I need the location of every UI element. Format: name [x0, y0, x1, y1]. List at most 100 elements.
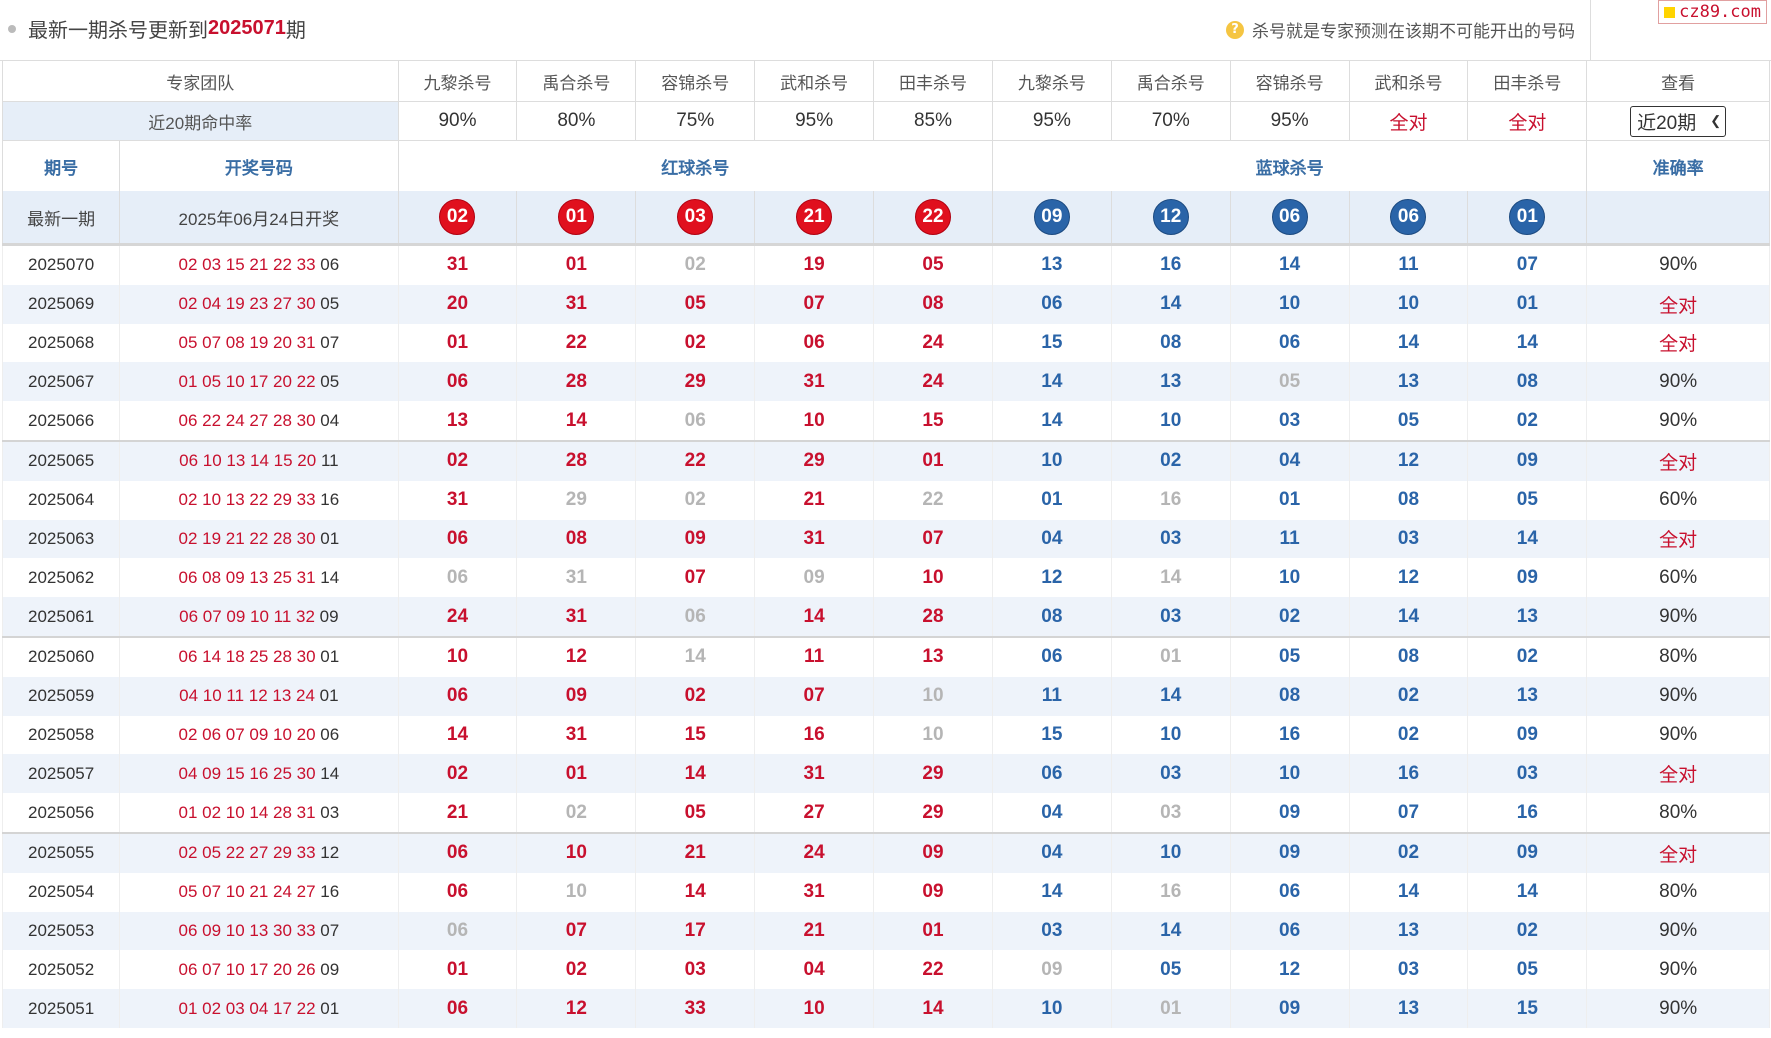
blue-kill-number: 13 [1348, 362, 1469, 402]
red-kill-number: 06 [397, 989, 518, 1028]
red-kill-number: 14 [635, 754, 756, 794]
title-suffix: 期 [285, 18, 306, 42]
bullet-icon [8, 24, 16, 33]
blue-kill-number: 05 [1348, 401, 1469, 442]
expert-name: 九黎杀号 [991, 60, 1112, 102]
blue-kill-number: 10 [1110, 715, 1231, 755]
draw-numbers: 06 07 10 17 20 26 09 [119, 950, 399, 990]
accuracy-value: 80% [1586, 793, 1770, 834]
accuracy-value: 90% [1586, 401, 1770, 442]
blue-kill-number: 03 [1348, 519, 1469, 559]
hit-rate-label: 近20期命中率 [2, 101, 399, 141]
draw-numbers: 06 07 09 10 11 32 09 [119, 597, 399, 638]
red-kill-number: 28 [516, 362, 637, 402]
draw-blue-number: 01 [320, 998, 340, 1018]
issue-number: 2025052 [1, 950, 121, 990]
accuracy-value: 全对 [1586, 323, 1770, 363]
red-kill-number: 06 [635, 401, 756, 442]
red-kill-number: 06 [397, 558, 518, 598]
blue-kill-number: 06 [991, 636, 1112, 677]
table-row: 2025067 01 05 10 17 20 22 05 06 28 29 31 24 14 1… [1, 362, 1770, 402]
accuracy-value: 90% [1586, 715, 1770, 755]
red-kill-number: 11 [754, 636, 875, 677]
blue-kill-number: 09 [1467, 715, 1588, 755]
chevron-down-icon: ❮ [1710, 113, 1722, 128]
red-kill-number: 07 [754, 676, 875, 716]
draw-blue-number: 14 [320, 567, 340, 587]
draw-red-numbers: 02 06 07 09 10 20 [178, 724, 316, 744]
draw-red-numbers: 06 22 24 27 28 30 [178, 410, 316, 430]
expert-name: 禹合杀号 [1110, 60, 1231, 102]
note-text: 杀号就是专家预测在该期不可能开出的号码 [1252, 22, 1575, 42]
red-kill-number: 19 [754, 244, 875, 285]
period-select[interactable]: 近20期 ❮ [1630, 105, 1727, 137]
col-accuracy: 准确率 [1586, 140, 1770, 191]
table-row: 2025068 05 07 08 19 20 31 07 01 22 02 06 24 15 0… [1, 323, 1770, 363]
draw-numbers: 02 04 19 23 27 30 05 [119, 284, 399, 324]
period-select-value: 近20期 [1637, 112, 1697, 134]
red-kill-number: 24 [754, 832, 875, 873]
table-row: 2025056 01 02 10 14 28 31 03 21 02 05 27 29 04 0… [1, 793, 1770, 834]
blue-kill-number: 15 [991, 323, 1112, 363]
red-kill-number: 01 [516, 244, 637, 285]
blue-kill-number: 02 [1110, 440, 1231, 481]
red-kill-number: 02 [397, 440, 518, 481]
red-kill-number: 02 [516, 793, 637, 834]
blue-kill-number: 09 [1229, 989, 1350, 1028]
draw-red-numbers: 06 10 13 14 15 20 [179, 451, 317, 471]
draw-red-numbers: 01 02 10 14 28 31 [178, 802, 316, 822]
hit-rate: 全对 [1467, 101, 1588, 141]
blue-kill-number: 05 [1467, 950, 1588, 990]
table-row: 2025054 05 07 10 21 24 27 16 06 10 14 31 09 14 1… [1, 872, 1770, 912]
red-ball: 22 [914, 199, 951, 235]
blue-kill-number: 14 [1467, 519, 1588, 559]
red-kill-number: 16 [754, 715, 875, 755]
table-row: 2025052 06 07 10 17 20 26 09 01 02 03 04 22 09 0… [1, 950, 1770, 990]
red-kill-number: 31 [516, 558, 637, 598]
issue-number: 2025069 [1, 284, 121, 324]
divider [1590, 0, 1591, 60]
red-kill-number: 24 [873, 362, 993, 402]
red-ball: 03 [677, 199, 714, 235]
hit-rate: 95% [991, 101, 1112, 141]
draw-blue-number: 12 [320, 843, 340, 863]
draw-red-numbers: 02 03 15 21 22 33 [178, 255, 316, 275]
blue-kill-number: 14 [1110, 284, 1231, 324]
draw-blue-number: 09 [320, 959, 340, 979]
blue-kill-number: 16 [1229, 715, 1350, 755]
red-kill-number: 12 [516, 989, 637, 1028]
issue-number: 2025068 [1, 323, 121, 363]
red-kill-number: 07 [516, 911, 637, 951]
blue-kill-number: 03 [991, 911, 1112, 951]
blue-kill-number: 01 [1467, 284, 1588, 324]
red-kill-number: 07 [635, 558, 756, 598]
red-kill-number: 21 [754, 911, 875, 951]
red-kill-number: 10 [873, 715, 993, 755]
red-kill-number: 21 [754, 480, 875, 520]
draw-numbers: 06 09 10 13 30 33 07 [119, 911, 399, 951]
blue-kill-number: 04 [1229, 440, 1350, 481]
top-bar: 最新一期杀号更新到 2025071 期 ? 杀号就是专家预测在该期不可能开出的号码 … [0, 0, 1771, 61]
site-logo[interactable]: cz89.com [1658, 0, 1767, 24]
table-row: 2025060 06 14 18 25 28 30 01 10 12 14 11 13 06 0… [1, 636, 1770, 677]
red-ball: 01 [558, 199, 595, 235]
blue-kill-number: 08 [991, 597, 1112, 638]
question-icon[interactable]: ? [1226, 20, 1244, 39]
red-kill-number: 29 [873, 754, 993, 794]
draw-blue-number: 05 [320, 371, 340, 391]
red-kill-number: 22 [516, 323, 637, 363]
hit-rate: 全对 [1348, 101, 1469, 141]
blue-kill-number: 10 [1110, 401, 1231, 442]
red-kill-number: 31 [397, 480, 518, 520]
blue-kill-number: 04 [991, 519, 1112, 559]
red-kill-number: 22 [873, 950, 993, 990]
blue-kill-number: 01 [1110, 636, 1231, 677]
latest-issue: 2025071 [208, 17, 286, 39]
draw-red-numbers: 05 07 08 19 20 31 [178, 332, 316, 352]
blue-kill-number: 02 [1467, 636, 1588, 677]
blue-kill-number: 08 [1110, 323, 1231, 363]
red-kill-number: 31 [754, 362, 875, 402]
red-kill-number: 28 [873, 597, 993, 638]
red-kill-number: 01 [397, 323, 518, 363]
blue-kill-number: 12 [1348, 558, 1469, 598]
